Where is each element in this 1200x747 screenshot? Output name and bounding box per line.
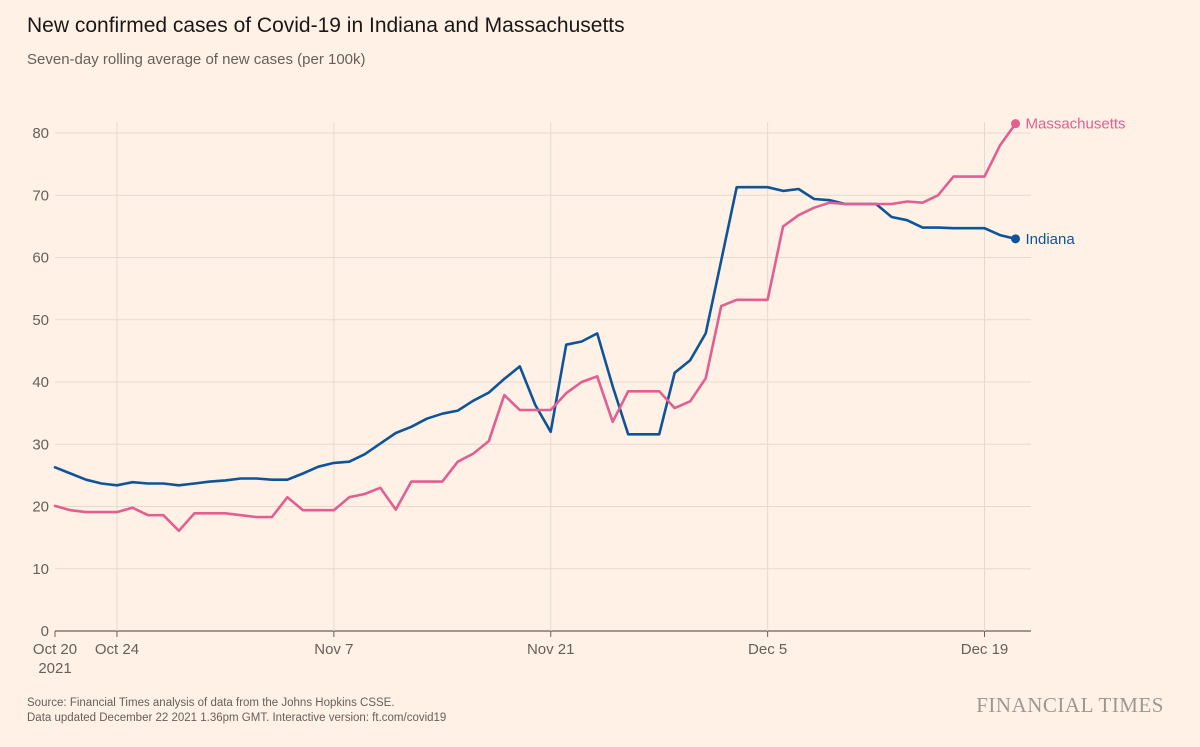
series-lines: [53, 119, 1021, 533]
series-label-indiana: Indiana: [1026, 231, 1076, 248]
chart-title: New confirmed cases of Covid-19 in India…: [27, 14, 625, 37]
series-end-marker-massachusetts: [1011, 119, 1021, 129]
axes: 0 10 20 30 40 50 60 70 80 Oct 20 2021 Oct 24 Nov 7 No…: [32, 125, 1008, 677]
x-tick-label: Oct 24: [95, 641, 139, 658]
updated-line: Data updated December 22 2021 1.36pm GMT…: [27, 712, 447, 724]
x-tick-label: Oct 20: [33, 641, 77, 658]
x-tick-label: Dec 19: [961, 641, 1009, 658]
source-line: Source: Financial Times analysis of data…: [27, 697, 395, 709]
chart-subtitle: Seven-day rolling average of new cases (…: [27, 51, 366, 68]
series-line-massachusetts: [53, 122, 1017, 533]
y-tick-label: 80: [32, 125, 49, 142]
y-tick-label: 40: [32, 374, 49, 391]
y-tick-label: 20: [32, 499, 49, 516]
series-labels: Indiana Massachusetts: [1026, 116, 1126, 248]
x-tick-label: Nov 7: [314, 641, 353, 658]
y-tick-label: 10: [32, 561, 49, 578]
x-tick-label: Dec 5: [748, 641, 787, 658]
y-tick-label: 0: [41, 623, 49, 640]
gridlines: [55, 122, 1031, 632]
series-line-indiana: [53, 185, 1017, 487]
ft-logo: FINANCIAL TIMES: [976, 693, 1164, 717]
x-tick-sublabel: 2021: [38, 660, 71, 677]
y-tick-label: 60: [32, 250, 49, 267]
y-tick-label: 30: [32, 436, 49, 453]
series-end-marker-indiana: [1011, 234, 1021, 244]
x-tick-label: Nov 21: [527, 641, 575, 658]
source-note: Source: Financial Times analysis of data…: [27, 696, 446, 726]
y-tick-label: 70: [32, 187, 49, 204]
series-label-massachusetts: Massachusetts: [1026, 116, 1126, 133]
y-tick-label: 50: [32, 312, 49, 329]
